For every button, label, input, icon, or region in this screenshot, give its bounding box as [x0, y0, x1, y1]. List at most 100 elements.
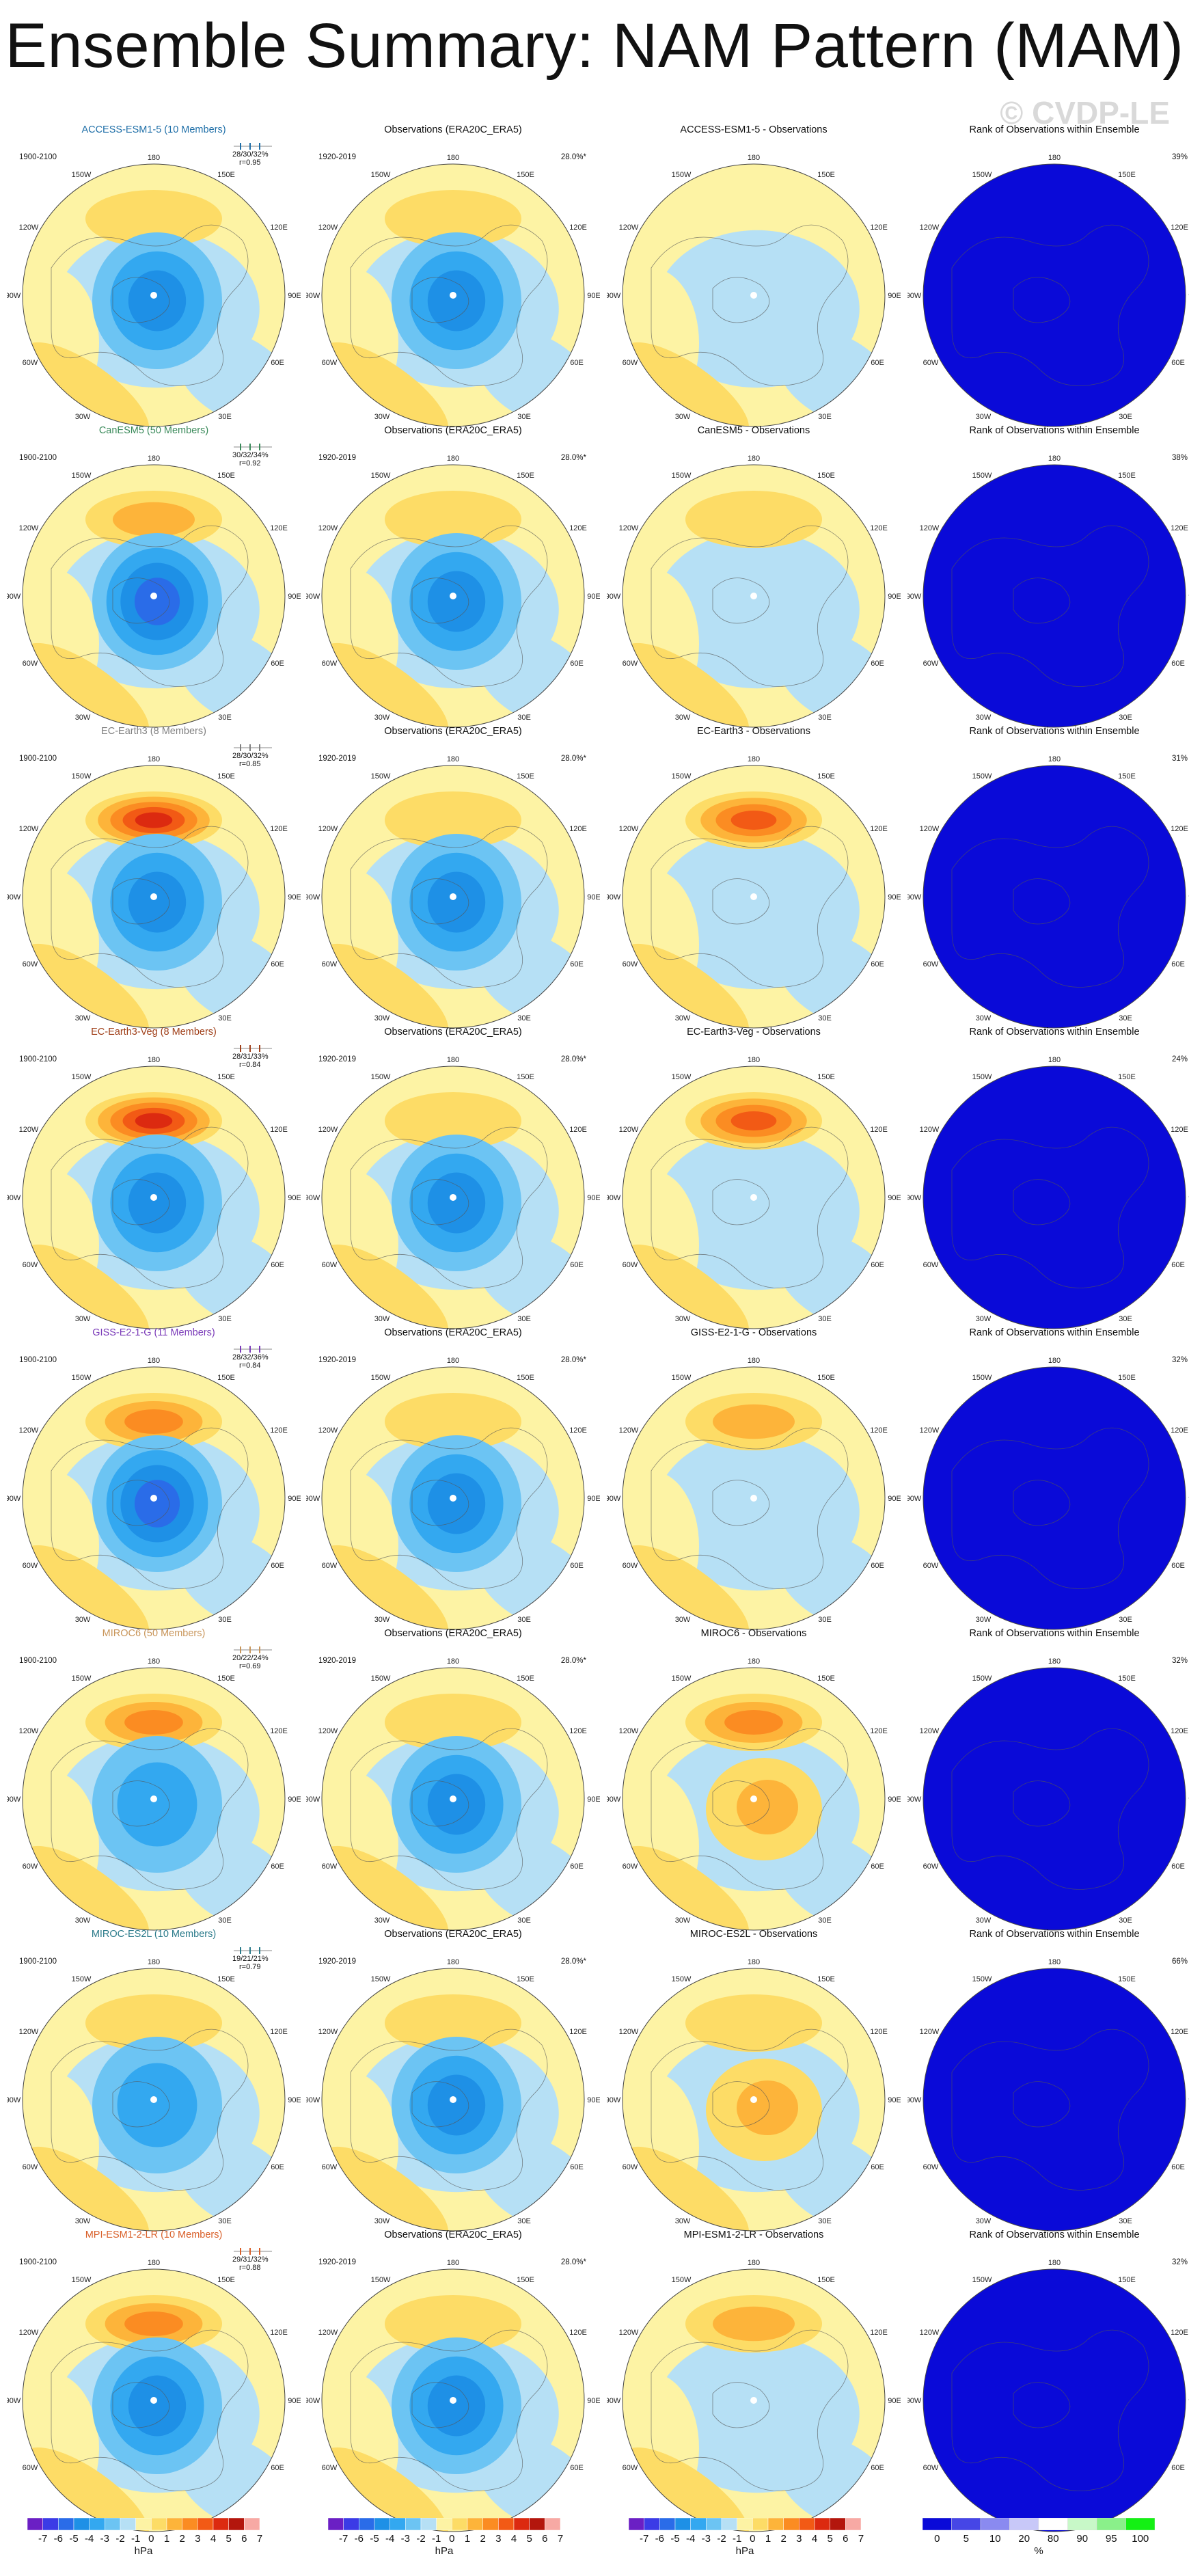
map-label-ur: 150E [1118, 472, 1136, 480]
colorbar-tick: -1 [732, 2533, 742, 2545]
map-label-right: 90E [288, 1795, 301, 1804]
map-label-ur2: 120E [1171, 1727, 1188, 1735]
colorbar-tick: 100 [1132, 2533, 1149, 2545]
map-label-top: 180 [748, 1056, 760, 1064]
map-label-br: 30E [517, 413, 531, 421]
map-label-ul2: 120W [920, 524, 940, 532]
watermark: © CVDP-LE [1000, 95, 1170, 131]
colorbar-swatch [513, 2517, 530, 2531]
map-label-top: 180 [748, 1958, 760, 1966]
colorbar-tick: -3 [400, 2533, 410, 2545]
map-label-bl: 30W [374, 1616, 390, 1624]
map-label-ur2: 120E [569, 1126, 587, 1134]
panel-years: 1900-2100 [19, 454, 57, 462]
map-panel: Observations (ERA20C_ERA5) 1920-2019 28.0%… [306, 1027, 600, 1333]
map-label-br: 30E [1119, 2217, 1132, 2225]
colorbar-swatch [783, 2517, 800, 2531]
colorbar-swatch [737, 2517, 753, 2531]
map-label-ul2: 120W [19, 524, 39, 532]
map-label-bl: 30W [374, 1916, 390, 1925]
colorbar-swatch [980, 2517, 1010, 2531]
map-label-top: 180 [148, 1958, 160, 1966]
map-label-lr: 60E [1171, 660, 1185, 668]
map-label-ll: 60W [322, 359, 338, 367]
map-label-ll: 60W [923, 1261, 939, 1269]
map-label-bl: 30W [675, 413, 691, 421]
map-panel: EC-Earth3 (8 Members) 1900-2100 28/30/32% r… [7, 726, 301, 1032]
map-label-ul: 150W [672, 1374, 692, 1382]
colorbar-tick: 6 [542, 2533, 548, 2545]
map-label-ur2: 120E [870, 2028, 888, 2036]
map-label-right: 90E [888, 2096, 901, 2104]
panel-stats: 28/30/32% r=0.95 [232, 142, 273, 167]
map-label-ul2: 120W [619, 1727, 639, 1735]
map-label-br: 30E [1119, 1616, 1132, 1624]
colorbar-swatch [166, 2517, 182, 2531]
polar-map: 180090W90E150W150E120W120E60W60E30W30E [907, 1657, 1189, 1934]
map-label-ul: 150W [72, 772, 92, 781]
colorbar-tick: -2 [416, 2533, 426, 2545]
colorbar-tick: 6 [241, 2533, 247, 2545]
colorbar-tick: 3 [796, 2533, 802, 2545]
map-label-ur2: 120E [569, 524, 587, 532]
panel-years: 1900-2100 [19, 153, 57, 161]
colorbar-swatch [1038, 2517, 1068, 2531]
map-panel: Observations (ERA20C_ERA5) 1920-2019 28.0%… [306, 124, 600, 431]
map-label-bl: 30W [374, 1315, 390, 1323]
colorbar-swatch [1067, 2517, 1097, 2531]
map-label-bl: 30W [374, 1014, 390, 1022]
panel-title: MIROC6 (50 Members) [102, 1628, 206, 1639]
polar-map: 180090W90E150W150E120W120E60W60E30W30E [306, 1357, 600, 1633]
map-label-bl: 30W [976, 1616, 992, 1624]
map-label-bl: 30W [374, 2217, 390, 2225]
map-label-lr: 60E [871, 1862, 884, 1871]
map-label-ul2: 120W [619, 524, 639, 532]
map-label-bl: 30W [976, 1916, 992, 1925]
map-label-ur: 150E [517, 772, 534, 781]
panel-stats: 28/32/36% r=0.84 [232, 1345, 273, 1370]
colorbar-tick: -4 [84, 2533, 94, 2545]
colorbar-tick: -5 [670, 2533, 680, 2545]
map-label-ul2: 120W [318, 1426, 338, 1435]
panel-stats: 28/30/32% r=0.85 [232, 744, 273, 768]
panel-years: 1900-2100 [19, 1356, 57, 1364]
map-label-ll: 60W [23, 2464, 38, 2472]
map-label-ur: 150E [817, 2276, 835, 2284]
map-label-bl: 30W [976, 413, 992, 421]
panel-years: 1920-2019 [318, 1957, 356, 1966]
map-panel: MIROC-ES2L (10 Members) 1900-2100 19/21/21… [7, 1929, 301, 2235]
map-label-ur: 150E [217, 1073, 235, 1081]
colorbar-swatch [767, 2517, 784, 2531]
map-label-lr: 60E [1171, 1261, 1185, 1269]
map-label-bl: 30W [976, 2217, 992, 2225]
map-label-ul2: 120W [619, 1426, 639, 1435]
panel-years: 1920-2019 [318, 1055, 356, 1063]
map-label-ul2: 120W [19, 223, 39, 232]
panel-pct: 32% [1171, 1657, 1188, 1665]
map-label-br: 30E [517, 714, 531, 722]
map-label-top: 180 [748, 755, 760, 763]
colorbar-tick: 90 [1076, 2533, 1089, 2545]
panel-pct: 32% [1171, 2258, 1188, 2266]
map-label-bl: 30W [675, 1616, 691, 1624]
colorbar-swatch [327, 2517, 344, 2531]
map-label-top: 180 [447, 1357, 459, 1365]
map-label-br: 30E [218, 413, 232, 421]
map-label-ul2: 120W [19, 2329, 39, 2337]
colorbar-swatch [374, 2517, 390, 2531]
map-label-ul: 150W [672, 171, 692, 179]
map-label-br: 30E [517, 1014, 531, 1022]
stats-r: r=0.69 [239, 1662, 261, 1670]
map-label-ur: 150E [517, 1374, 534, 1382]
map-panel: EC-Earth3-Veg (8 Members) 1900-2100 28/31/… [7, 1027, 301, 1333]
map-label-ul2: 120W [318, 825, 338, 833]
panel-title: MIROC6 - Observations [700, 1628, 807, 1639]
map-label-right: 90E [587, 893, 600, 901]
colorbar-swatch [674, 2517, 691, 2531]
map-label-right: 90E [587, 1495, 600, 1503]
map-label-br: 30E [818, 1916, 832, 1925]
panel-years: 1920-2019 [318, 2258, 356, 2266]
colorbar-swatch [498, 2517, 515, 2531]
map-label-top: 180 [148, 1056, 160, 1064]
colorbar-tick: -6 [53, 2533, 63, 2545]
